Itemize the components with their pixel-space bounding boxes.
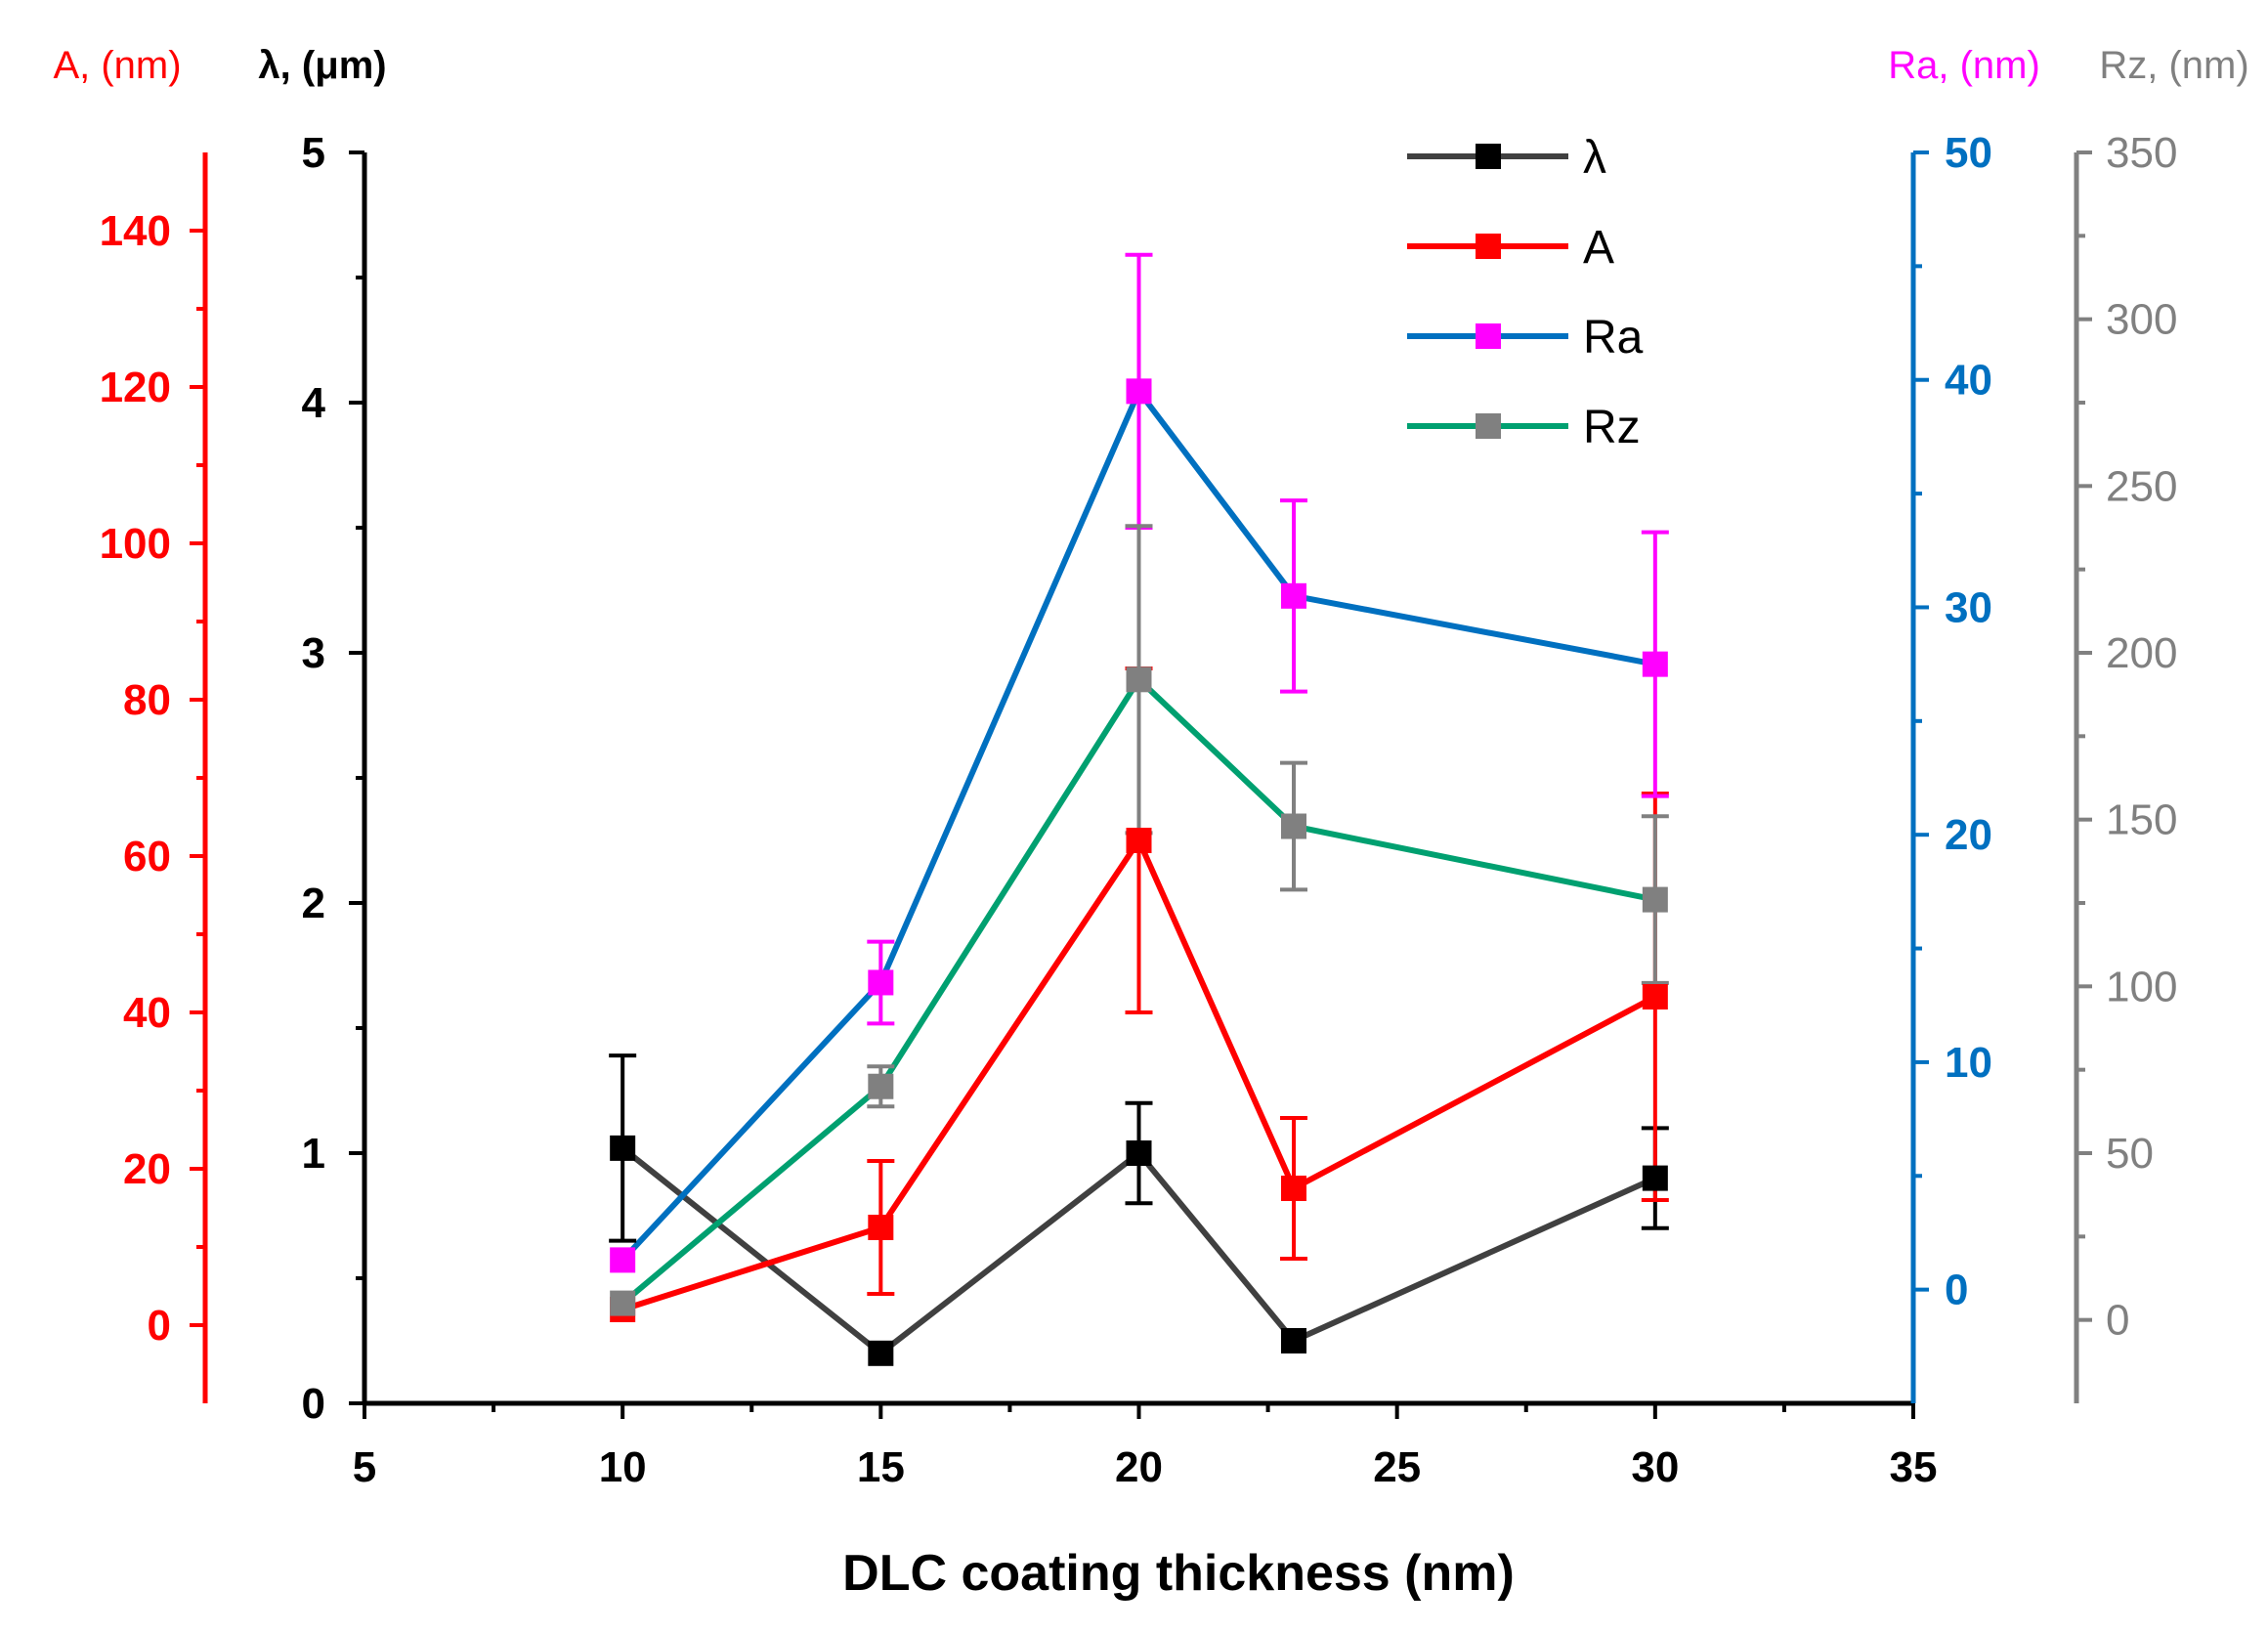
Ra-axis-title: Ra, (nm)	[1888, 44, 2040, 87]
A-tick-label: 100	[100, 520, 171, 568]
A-tick-label: 0	[148, 1302, 171, 1350]
x-tick-label: 25	[1373, 1443, 1421, 1491]
series-layer	[609, 252, 1669, 1366]
A-axis-title: A, (nm)	[53, 44, 181, 87]
legend-marker	[1476, 234, 1501, 259]
Rz-tick-label: 350	[2106, 129, 2177, 177]
x-axis-title: DLC coating thickness (nm)	[842, 1545, 1515, 1602]
data-point-lambda	[1642, 1165, 1668, 1191]
data-point-Ra	[1281, 582, 1306, 609]
data-point-Ra	[610, 1247, 636, 1273]
x-tick-label: 20	[1115, 1443, 1163, 1491]
data-point-Ra	[868, 969, 894, 996]
legend-marker	[1476, 144, 1501, 169]
Rz-tick-label: 300	[2106, 296, 2177, 344]
lambda-axis-title: λ, (μm)	[258, 44, 386, 87]
lambda-tick-label: 1	[302, 1130, 325, 1178]
Ra-tick-label: 10	[1945, 1039, 1992, 1087]
data-point-Rz	[1281, 813, 1306, 839]
data-point-lambda	[868, 1340, 894, 1366]
Ra-tick-label: 30	[1945, 583, 1992, 631]
Ra-tick-label: 0	[1945, 1267, 1968, 1314]
data-point-A	[1281, 1176, 1306, 1201]
Rz-tick-label: 50	[2106, 1130, 2154, 1178]
data-point-Rz	[868, 1073, 894, 1099]
Ra-tick-label: 50	[1945, 129, 1992, 177]
Rz-tick-label: 250	[2106, 462, 2177, 510]
A-tick-label: 60	[123, 833, 171, 880]
Rz-tick-label: 200	[2106, 629, 2177, 677]
x-tick-label: 15	[857, 1443, 905, 1491]
legend-label: Rz	[1583, 402, 1641, 453]
Rz-tick-label: 0	[2106, 1297, 2129, 1345]
legend-marker	[1476, 323, 1501, 349]
legend-marker	[1476, 413, 1501, 439]
data-point-Ra	[1642, 651, 1668, 677]
A-tick-label: 80	[123, 676, 171, 724]
x-tick-label: 10	[599, 1443, 647, 1491]
Rz-tick-label: 100	[2106, 963, 2177, 1010]
data-point-Rz	[610, 1290, 636, 1316]
A-tick-label: 120	[100, 364, 171, 411]
data-point-Ra	[1126, 378, 1152, 405]
lambda-tick-label: 0	[302, 1380, 325, 1428]
lambda-tick-label: 3	[302, 629, 325, 677]
A-tick-label: 20	[123, 1145, 171, 1193]
A-tick-label: 140	[100, 207, 171, 255]
data-point-A	[1126, 828, 1152, 853]
legend-label: A	[1583, 222, 1614, 274]
Ra-tick-label: 40	[1945, 357, 1992, 405]
Ra-tick-label: 20	[1945, 811, 1992, 859]
Rz-axis-title: Rz, (nm)	[2099, 44, 2248, 87]
data-point-Rz	[1642, 886, 1668, 913]
chart-legend: λA Ra Rz	[1407, 132, 1644, 453]
data-point-lambda	[1126, 1140, 1152, 1166]
data-point-lambda	[1281, 1328, 1306, 1353]
x-tick-label: 5	[353, 1443, 376, 1491]
Rz-tick-label: 150	[2106, 796, 2177, 844]
data-point-A	[1642, 984, 1668, 1009]
data-point-Rz	[1126, 666, 1152, 693]
lambda-tick-label: 2	[302, 880, 325, 927]
legend-label: λ	[1583, 132, 1606, 184]
lambda-tick-label: 5	[302, 129, 325, 177]
x-tick-label: 35	[1890, 1443, 1938, 1491]
lambda-tick-label: 4	[302, 379, 326, 427]
x-tick-label: 30	[1631, 1443, 1679, 1491]
legend-label: Ra	[1583, 312, 1644, 364]
data-point-A	[868, 1215, 894, 1240]
data-point-lambda	[610, 1135, 636, 1161]
A-tick-label: 40	[123, 989, 171, 1037]
